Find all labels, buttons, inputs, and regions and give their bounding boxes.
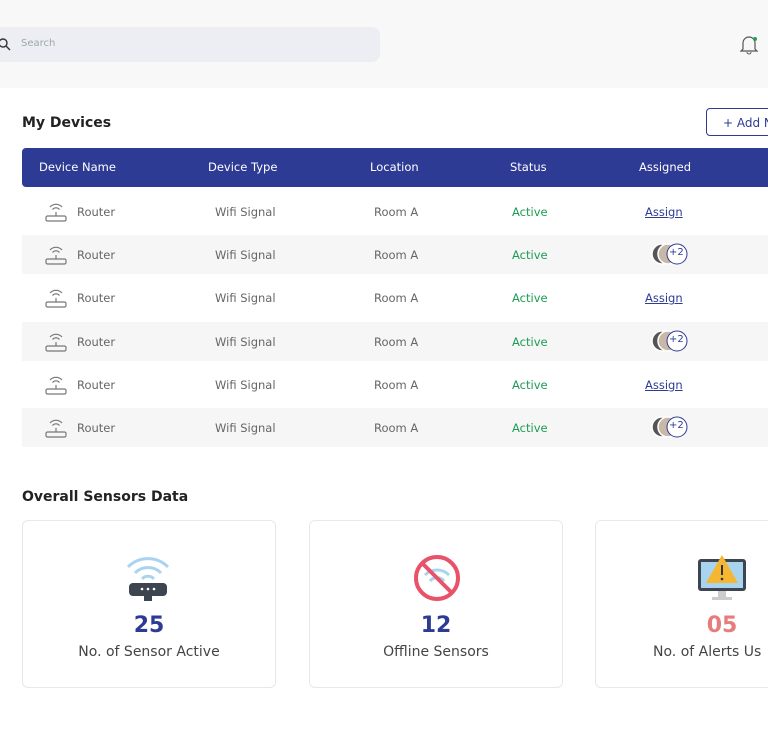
status: Active (512, 421, 548, 435)
table-row: Router Wifi Signal Room A Active +2 (22, 408, 768, 447)
device-name: Router (77, 205, 116, 219)
card-label: No. of Alerts Us (653, 644, 762, 660)
assign-link[interactable]: Assign (645, 205, 683, 219)
card-value: 12 (420, 613, 452, 638)
router-icon (45, 376, 67, 395)
assigned-avatars: +2 (650, 328, 690, 354)
card-icon (696, 553, 748, 607)
device-name: Router (77, 421, 116, 435)
table-row: Router Wifi Signal Room A Active +2 (22, 235, 768, 275)
alert-monitor-icon (698, 555, 746, 600)
device-name: Router (77, 334, 116, 349)
card-value: 05 (706, 613, 738, 638)
router-icon (45, 333, 67, 352)
assign-link[interactable]: Assign (645, 377, 683, 392)
device-type: Wifi Signal (215, 248, 276, 263)
devices-title: My Devices (22, 115, 112, 131)
card-icon (125, 553, 171, 607)
device-type: Wifi Signal (215, 334, 276, 349)
router-icon (45, 419, 67, 438)
card-label: Offline Sensors (383, 644, 489, 660)
table-row: Router Wifi Signal Room A Active Assign (22, 278, 768, 317)
location: Room A (374, 291, 419, 306)
device-type: Wifi Signal (215, 421, 276, 435)
table-header: Device Name Device Type Location Status Assi… (22, 148, 768, 187)
search-placeholder: Search (21, 38, 56, 49)
wifi-router-icon (126, 557, 170, 601)
assigned-avatars: +2 (650, 241, 690, 267)
location: Room A (374, 334, 419, 349)
avatar-group (651, 416, 688, 438)
status: Active (512, 291, 548, 306)
search-box[interactable]: Search (0, 27, 380, 62)
location: Room A (374, 205, 419, 219)
more-count: +2 (669, 247, 684, 259)
device-name: Router (77, 248, 116, 263)
status: Active (512, 377, 548, 392)
column-header: Device Name (39, 160, 116, 174)
status: Active (512, 205, 548, 219)
router-icon (45, 246, 67, 265)
avatar-group (651, 329, 688, 352)
device-type: Wifi Signal (215, 291, 276, 306)
card-label: No. of Sensor Active (78, 644, 220, 660)
device-name: Router (77, 377, 116, 392)
location: Room A (374, 421, 419, 435)
column-header: Device Type (208, 160, 278, 174)
column-header: Assigned (639, 160, 692, 174)
search-icon (0, 38, 11, 51)
assign-link[interactable]: Assign (645, 291, 683, 306)
sensors-title: Overall Sensors Data (22, 489, 189, 505)
table-row: Router Wifi Signal Room A Active Assign (22, 365, 768, 404)
table-row: Router Wifi Signal Room A Active Assign (22, 192, 768, 231)
sensor-card: 05 No. of Alerts Us (595, 520, 768, 688)
router-icon (45, 203, 67, 222)
router-icon (45, 290, 67, 308)
device-name: Router (77, 291, 116, 306)
add-button[interactable]: + Add N (706, 108, 768, 136)
assigned-avatars: +2 (650, 414, 690, 440)
column-header: Location (370, 160, 419, 174)
device-type: Wifi Signal (215, 205, 276, 219)
sensor-card: 12 Offline Sensors (309, 520, 563, 688)
bell-icon[interactable] (739, 35, 759, 55)
table-row: Router Wifi Signal Room A Active +2 (22, 321, 768, 361)
more-count: +2 (669, 420, 684, 431)
card-icon (412, 553, 462, 607)
avatar-group (651, 243, 688, 265)
location: Room A (374, 377, 419, 392)
offline-icon (414, 555, 460, 601)
more-count: +2 (669, 333, 684, 345)
card-value: 25 (133, 613, 165, 638)
location: Room A (374, 248, 419, 263)
device-type: Wifi Signal (215, 377, 276, 392)
sensor-card: 25 No. of Sensor Active (22, 520, 276, 688)
status: Active (512, 248, 548, 263)
column-header: Status (510, 160, 547, 174)
status: Active (512, 334, 548, 349)
